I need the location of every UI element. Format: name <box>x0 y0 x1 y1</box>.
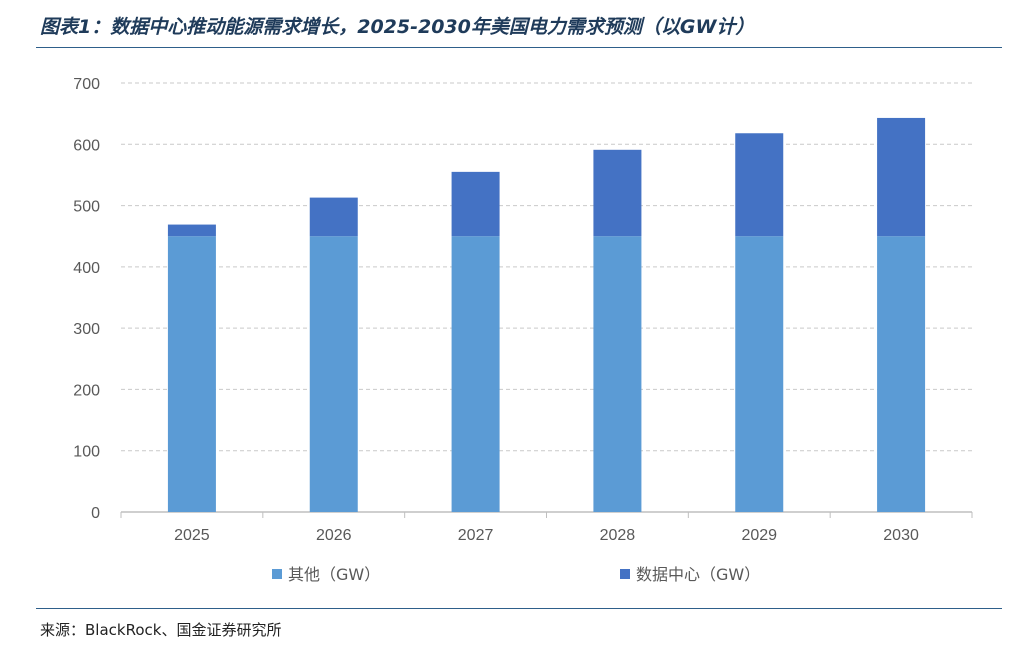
legend-item-other: 其他（GW） <box>272 565 380 584</box>
x-tick-label: 2026 <box>316 527 352 544</box>
bar-other <box>877 236 926 512</box>
legend: 其他（GW） 数据中心（GW） <box>272 565 760 584</box>
x-tick-label: 2025 <box>174 527 210 544</box>
y-tick-label: 600 <box>73 137 100 154</box>
bar-datacenter <box>309 197 358 237</box>
bar-datacenter <box>735 133 784 237</box>
legend-label: 数据中心（GW） <box>636 565 760 584</box>
legend-label: 其他（GW） <box>288 565 380 584</box>
bar-other <box>735 236 784 512</box>
y-tick-label: 300 <box>73 321 100 338</box>
legend-item-datacenter: 数据中心（GW） <box>620 565 760 584</box>
bar-other <box>451 236 500 512</box>
title-divider <box>36 47 1002 48</box>
bar-datacenter <box>877 117 926 237</box>
tick-labels: 0 100 200 300 400 500 600 700 2025 2026 2027 2028 20… <box>73 76 919 544</box>
bar-datacenter <box>167 224 216 237</box>
bar-other <box>167 236 216 512</box>
y-tick-label: 100 <box>73 444 100 461</box>
axes <box>120 511 973 518</box>
gridlines <box>121 82 972 452</box>
bar-other <box>593 236 642 512</box>
x-tick-label: 2027 <box>458 527 494 544</box>
chart-title: 图表1：数据中心推动能源需求增长，2025-2030年美国电力需求预测（以GW计… <box>40 16 755 38</box>
footer-divider <box>36 608 1002 609</box>
bar-datacenter <box>451 171 500 237</box>
y-tick-label: 200 <box>73 382 100 399</box>
x-tick-label: 2029 <box>741 527 777 544</box>
legend-swatch <box>620 569 630 579</box>
bar-datacenter <box>593 149 642 237</box>
y-tick-label: 500 <box>73 199 100 216</box>
source-note: 来源：BlackRock、国金证券研究所 <box>40 621 282 639</box>
y-tick-label: 0 <box>91 505 100 522</box>
y-tick-label: 700 <box>73 76 100 93</box>
bars <box>167 117 926 512</box>
x-tick-label: 2030 <box>883 527 919 544</box>
x-tick-label: 2028 <box>600 527 636 544</box>
legend-swatch <box>272 569 282 579</box>
y-tick-label: 400 <box>73 260 100 277</box>
bar-other <box>309 236 358 512</box>
